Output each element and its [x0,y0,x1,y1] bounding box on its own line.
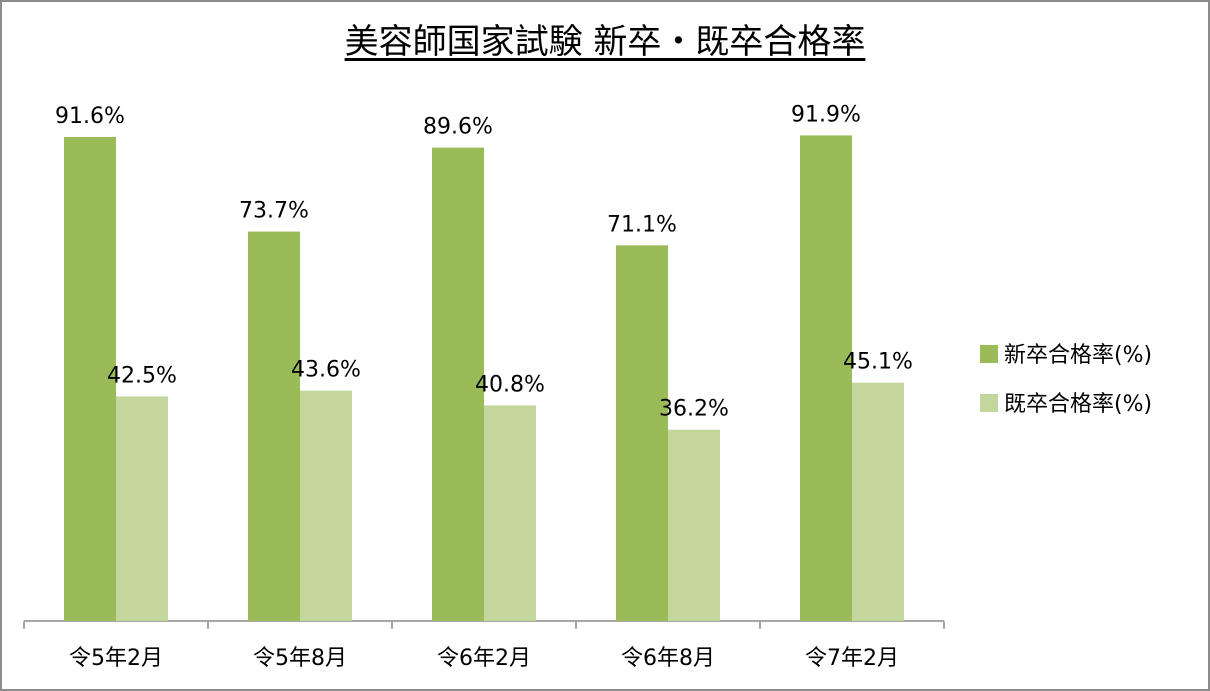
data-label: 73.7% [239,199,309,224]
bar-kisotsu [668,429,720,621]
data-label: 43.6% [291,358,361,383]
bar-shinsotsu [64,137,116,621]
bar-shinsotsu [248,231,300,621]
legend-label: 既卒合格率(%) [1004,392,1152,417]
bar-kisotsu [852,382,904,621]
bar-shinsotsu [432,147,484,621]
x-tick-label: 令5年2月 [69,646,163,671]
data-label: 42.5% [107,363,177,388]
bar-kisotsu [484,405,536,621]
data-label: 40.8% [475,372,545,397]
chart-title: 美容師国家試験 新卒・既卒合格率 [344,22,866,62]
legend-swatch [980,345,998,363]
bar-shinsotsu [800,135,852,621]
data-label: 91.9% [791,102,861,127]
x-tick-label: 令6年8月 [621,646,715,671]
x-tick-label: 令5年8月 [253,646,347,671]
data-label: 45.1% [843,350,913,375]
x-tick-label: 令6年2月 [437,646,531,671]
data-label: 36.2% [659,397,729,422]
data-label: 91.6% [55,104,125,129]
x-tick-label: 令7年2月 [805,646,899,671]
bar-kisotsu [116,396,168,621]
legend-label: 新卒合格率(%) [1004,343,1152,368]
bar-shinsotsu [616,245,668,621]
data-label: 89.6% [423,115,493,140]
data-label: 71.1% [607,212,677,237]
legend-swatch [980,394,998,412]
bar-kisotsu [300,390,352,621]
